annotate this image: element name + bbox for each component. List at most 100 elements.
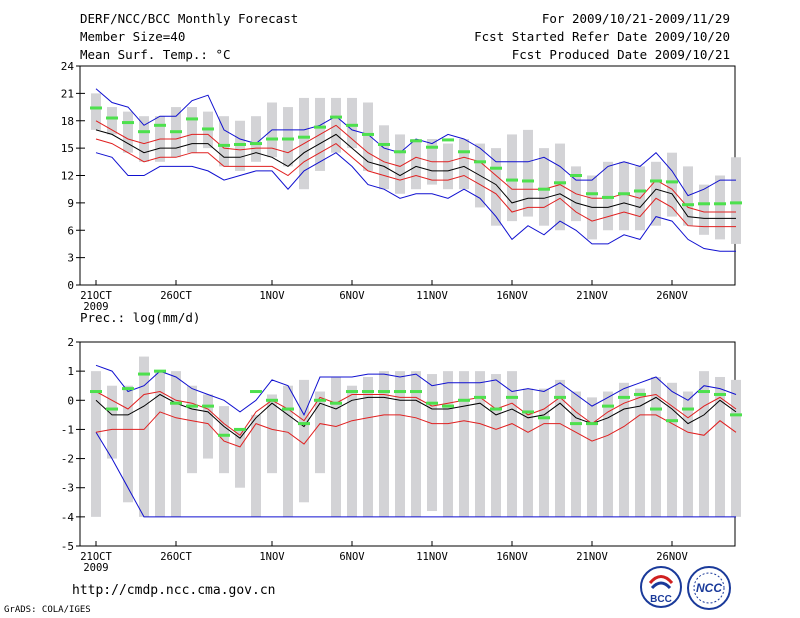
precipitation-mean-marker (442, 404, 454, 408)
temperature-mean-marker (442, 138, 454, 142)
member-size-label: Member Size=40 (80, 29, 186, 44)
temperature-mean-marker (618, 192, 630, 196)
precipitation-mean-marker (394, 390, 406, 394)
precipitation-box (411, 371, 421, 517)
temperature-mean-marker (106, 116, 118, 120)
precipitation-box (363, 376, 373, 517)
precipitation-mean-marker (90, 390, 102, 394)
precipitation-box (459, 371, 469, 517)
temperature-box (123, 111, 133, 153)
precipitation-box (491, 374, 501, 517)
precipitation-year-label: 2009 (83, 562, 108, 574)
precipitation-box (123, 385, 133, 503)
forecast-period-label: For 2009/10/21-2009/11/29 (541, 11, 730, 26)
precipitation-ytick-label: -1 (61, 423, 74, 436)
variable-label: Mean Surf. Temp.: °C (80, 47, 231, 62)
temperature-box (219, 116, 229, 167)
precipitation-xtick-label: 6NOV (339, 551, 365, 563)
temperature-box (443, 143, 453, 190)
precipitation-box (283, 385, 293, 517)
precipitation-box (331, 376, 341, 517)
temperature-mean-marker (730, 201, 742, 205)
precipitation-mean-marker (250, 390, 262, 394)
precipitation-mean-marker (522, 410, 534, 414)
precipitation-box (203, 394, 213, 459)
temperature-mean-marker (522, 179, 534, 183)
temperature-box (731, 157, 741, 244)
temperature-xtick-label: 26NOV (656, 290, 688, 302)
temperature-ytick-label: 0 (67, 279, 74, 292)
precipitation-ytick-label: -2 (61, 453, 74, 466)
temperature-mean-marker (378, 142, 390, 146)
precipitation-box (603, 391, 613, 517)
temperature-xtick-label: 11NOV (416, 290, 448, 302)
precipitation-median-line (95, 393, 737, 439)
precipitation-box (315, 391, 325, 474)
temperature-mean-marker (282, 137, 294, 141)
temperature-year-label: 2009 (83, 301, 108, 313)
precipitation-box (155, 371, 165, 517)
ncc-logo-text: NCC (696, 581, 722, 595)
precipitation-mean-marker (490, 407, 502, 411)
precipitation-xtick-label: 26OCT (160, 551, 192, 563)
temperature-box (107, 107, 117, 135)
temperature-ytick-label: 24 (61, 60, 75, 73)
temperature-mean-marker (506, 178, 518, 182)
temperature-mean-marker (458, 150, 470, 154)
precipitation-box (171, 371, 181, 517)
temperature-xtick-label: 21OCT (80, 290, 112, 302)
precipitation-box (571, 391, 581, 517)
temperature-mean-marker (90, 106, 102, 110)
temperature-mean-marker (154, 123, 166, 127)
precipitation-mean-marker (650, 407, 662, 411)
precipitation-mean-marker (586, 422, 598, 426)
precipitation-box (107, 385, 117, 459)
precipitation-mean-marker (266, 398, 278, 402)
temperature-mean-marker (298, 135, 310, 139)
temperature-mean-marker (314, 125, 326, 129)
precipitation-box (267, 394, 277, 474)
temperature-mean-marker (122, 121, 134, 125)
precipitation-box (555, 379, 565, 517)
precipitation-mean-marker (154, 369, 166, 373)
precipitation-box (507, 371, 517, 517)
precipitation-mean-marker (698, 390, 710, 394)
temperature-mean-marker (650, 179, 662, 183)
precipitation-mean-marker (554, 395, 566, 399)
precipitation-box (379, 371, 389, 517)
precipitation-box (715, 376, 725, 517)
temperature-mean-marker (346, 123, 358, 127)
precipitation-mean-marker (682, 407, 694, 411)
footer-url[interactable]: http://cmdp.ncc.cma.gov.cn (72, 583, 276, 598)
temperature-median-line (95, 129, 736, 219)
temperature-mean-marker (602, 195, 614, 199)
precipitation-ytick-label: 0 (67, 394, 74, 407)
precipitation-box (427, 374, 437, 512)
precipitation-ytick-label: -4 (61, 511, 75, 524)
temperature-mean-marker (362, 132, 374, 136)
temperature-mean-marker (426, 145, 438, 149)
temperature-box (91, 93, 101, 130)
temperature-box (715, 175, 725, 240)
precipitation-box (587, 397, 597, 517)
temperature-mean-marker (570, 174, 582, 177)
temperature-box (507, 134, 517, 222)
precipitation-mean-marker (170, 401, 182, 405)
precipitation-mean-marker (666, 419, 678, 423)
precipitation-xtick-label: 21NOV (576, 551, 608, 563)
precipitation-box (251, 414, 261, 517)
temperature-box (555, 143, 565, 231)
precipitation-mean-marker (506, 395, 518, 399)
precipitation-box (299, 379, 309, 503)
temperature-lower-line (95, 138, 736, 228)
precipitation-ytick-label: 2 (67, 336, 74, 349)
precipitation-mean-marker (714, 392, 726, 396)
precipitation-mean-marker (538, 416, 550, 420)
precipitation-mean-marker (234, 427, 246, 431)
temperature-upper-line (95, 120, 736, 213)
precipitation-ytick-label: 1 (67, 365, 74, 378)
precipitation-box (667, 382, 677, 517)
temperature-xtick-label: 16NOV (496, 290, 528, 302)
temperature-mean-marker (714, 202, 726, 206)
precipitation-xtick-label: 11NOV (416, 551, 448, 563)
